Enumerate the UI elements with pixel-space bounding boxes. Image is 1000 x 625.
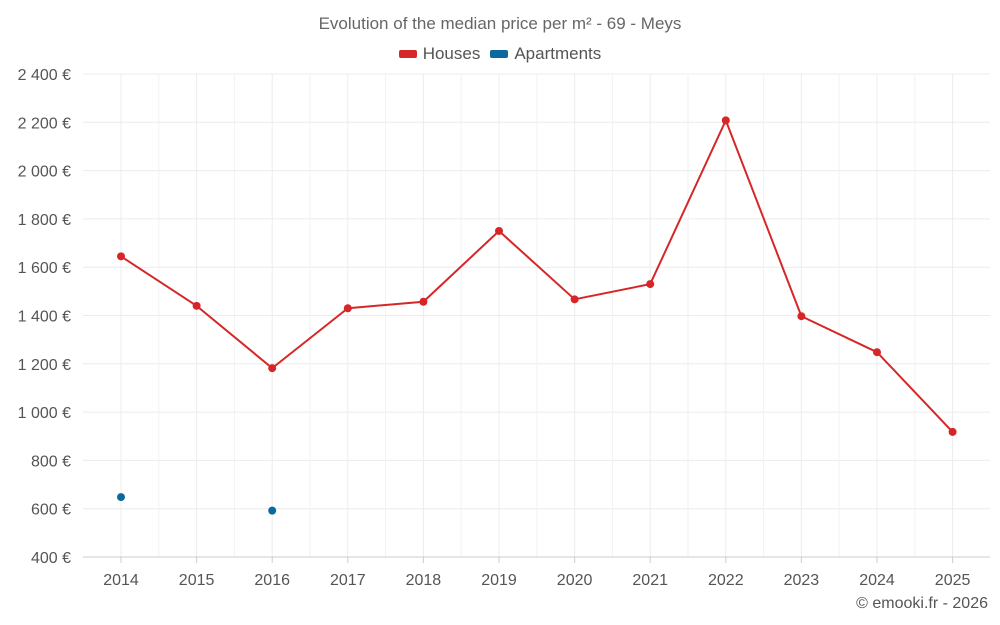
series-line-houses — [800, 315, 878, 354]
series-line-houses — [649, 119, 727, 286]
x-tick-label: 2019 — [481, 572, 517, 589]
y-tick-label: 600 € — [31, 502, 71, 519]
legend-label-apartments: Apartments — [514, 44, 602, 63]
x-tick-label: 2024 — [859, 572, 895, 589]
series-line-houses — [346, 300, 425, 310]
legend-item-apartments[interactable]: Apartments — [490, 44, 601, 64]
data-point-houses — [419, 297, 428, 306]
legend-swatch-houses — [398, 50, 417, 58]
data-point-houses — [117, 252, 125, 261]
data-point-houses — [873, 348, 881, 357]
x-tick-label: 2018 — [406, 572, 442, 589]
series-line-houses — [724, 119, 803, 318]
series-line-houses — [498, 229, 576, 301]
x-tick-label: 2025 — [935, 572, 971, 589]
y-tick-label: 400 € — [31, 550, 71, 567]
data-point-houses — [797, 312, 806, 321]
x-tick-label: 2023 — [784, 572, 820, 589]
y-tick-label: 1 600 € — [18, 260, 71, 277]
y-tick-label: 1 400 € — [18, 309, 71, 326]
x-tick-label: 2017 — [330, 572, 366, 589]
y-tick-label: 1 000 € — [18, 405, 71, 422]
x-tick-label: 2020 — [557, 572, 593, 589]
data-point-houses — [570, 295, 579, 304]
x-tick-label: 2022 — [708, 572, 744, 589]
series-line-houses — [120, 255, 198, 307]
y-tick-label: 2 400 € — [18, 67, 71, 84]
y-tick-label: 2 200 € — [18, 115, 71, 132]
x-tick-label: 2021 — [632, 572, 668, 589]
y-tick-label: 1 200 € — [18, 357, 71, 374]
series-line-houses — [271, 307, 349, 370]
legend-swatch-apartments — [490, 50, 509, 58]
x-tick-label: 2015 — [179, 572, 215, 589]
chart-title: Evolution of the median price per m² - 6… — [318, 14, 682, 33]
legend-item-houses[interactable]: Houses — [398, 44, 481, 64]
credit-text: © emooki.fr - 2026 — [856, 595, 988, 612]
data-point-houses — [948, 427, 957, 436]
data-point-houses — [721, 116, 730, 125]
legend-label-houses: Houses — [422, 44, 481, 63]
data-point-houses — [343, 304, 352, 313]
data-point-houses — [268, 364, 277, 373]
series-line-houses — [422, 229, 500, 303]
x-tick-label: 2014 — [103, 572, 139, 589]
y-tick-label: 800 € — [31, 453, 71, 470]
y-tick-label: 2 000 € — [18, 164, 71, 181]
x-tick-label: 2016 — [254, 572, 290, 589]
data-point-apartments — [117, 493, 125, 502]
y-tick-label: 1 800 € — [18, 212, 71, 229]
series-line-houses — [195, 304, 274, 370]
data-point-houses — [192, 301, 201, 310]
data-point-houses — [495, 226, 503, 235]
series-line-houses — [876, 351, 954, 433]
series-line-houses — [573, 283, 652, 301]
legend: Houses Apartments — [0, 44, 1000, 64]
data-point-apartments — [268, 506, 277, 515]
data-point-houses — [646, 280, 655, 289]
